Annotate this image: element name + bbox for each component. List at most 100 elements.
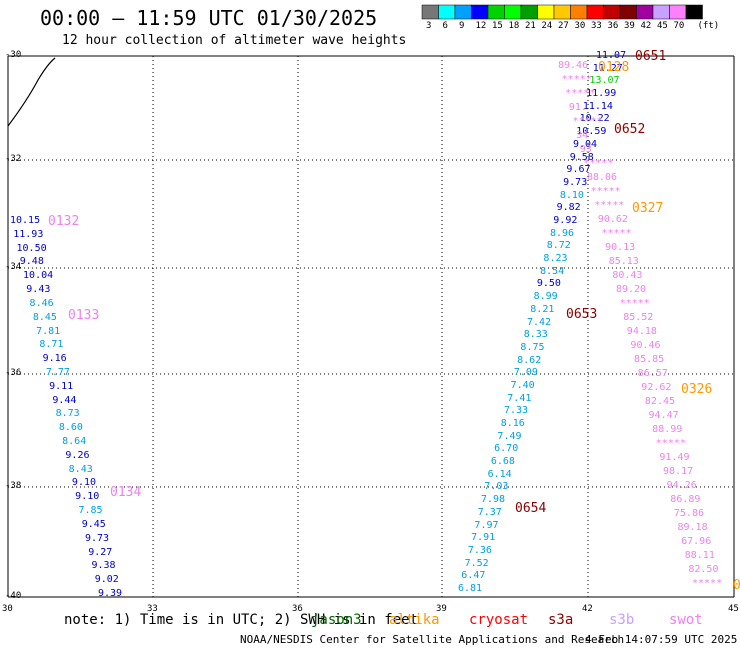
colorbar-tick-label: 42	[640, 21, 652, 31]
wave-height-value: 8.62	[517, 354, 542, 366]
wave-height-value: 9.10	[71, 477, 97, 489]
pass-id-label: 0	[733, 578, 740, 593]
wave-height-value: 93	[579, 144, 592, 155]
wave-height-value: 6.47	[461, 570, 486, 582]
wave-height-value: 9.10	[75, 491, 100, 503]
wave-height-value: 75.86	[673, 508, 704, 519]
colorbar-tick-label: 21	[525, 21, 536, 31]
wave-height-value: 8.45	[32, 311, 57, 323]
wave-height-value: 9.16	[42, 353, 67, 365]
graticule	[7, 55, 735, 598]
colorbar-swatch	[438, 4, 456, 20]
latitude-tick-label: -36	[5, 368, 22, 378]
colorbar-swatch	[471, 4, 489, 20]
wave-height-value: 7.98	[481, 494, 506, 506]
satellite-legend-item: s3b	[609, 612, 635, 628]
colorbar-tick-label: 9	[459, 21, 465, 31]
wave-height-value: 85.52	[623, 312, 654, 323]
wave-height-value: *****	[619, 298, 650, 309]
colorbar-tick-label: 36	[607, 21, 619, 31]
colorbar-tick-label: 18	[508, 21, 520, 31]
wave-height-value: 9.11	[49, 380, 74, 392]
colorbar-tick-label: 12	[475, 21, 487, 31]
wave-height-value: 13.07	[589, 75, 620, 87]
longitude-tick-label: 45	[728, 604, 739, 614]
pass-id-label: 0651	[635, 49, 667, 64]
colorbar-swatch	[504, 4, 522, 20]
wave-height-value: 9.48	[19, 256, 44, 268]
wave-height-value: 80.43	[612, 270, 643, 281]
footer-note: note: 1) Time is in UTC; 2) SWH is in fe…	[64, 612, 419, 628]
colorbar-tick-label: 27	[558, 21, 569, 31]
wave-height-value: 9.73	[563, 176, 588, 188]
wave-height-value: 11.93	[13, 228, 44, 240]
wave-height-value: 7.81	[36, 325, 61, 337]
page-subtitle: 12 hour collection of altimeter wave hei…	[62, 33, 407, 48]
colorbar-swatch	[619, 4, 637, 20]
wave-height-value: 92.62	[641, 382, 672, 393]
colorbar-tick-label: 6	[442, 21, 448, 31]
latitude-tick-label: -34	[5, 262, 22, 272]
wave-height-value: 89.18	[677, 522, 708, 533]
wave-height-value: *****	[594, 200, 625, 211]
wave-height-value: *****	[692, 578, 723, 589]
wave-height-value: 7.09	[513, 367, 538, 379]
wave-height-value: 7.37	[477, 506, 502, 518]
wave-height-value: 6.68	[490, 456, 515, 468]
colorbar-tick-label: 33	[591, 21, 602, 31]
wave-height-value: *****	[561, 74, 592, 85]
wave-height-value: 11.14	[582, 100, 613, 112]
wave-height-value: 8.21	[530, 303, 555, 315]
pass-id-label: 0132	[48, 214, 80, 229]
wave-height-value: 6.14	[487, 468, 512, 480]
wave-height-value: 9.26	[65, 449, 90, 461]
wave-height-value: 8.43	[68, 463, 93, 475]
longitude-tick-label: 39	[436, 604, 447, 614]
colorbar-swatch	[603, 4, 621, 20]
colorbar-tick-label: 30	[574, 21, 586, 31]
wave-height-value: 8.71	[39, 339, 64, 351]
wave-height-value: 7.40	[510, 379, 535, 391]
colorbar-swatch	[636, 4, 654, 20]
wave-height-value: 8.96	[550, 227, 575, 239]
wave-height-value: 8.72	[546, 240, 571, 252]
colorbar-swatch	[553, 4, 571, 20]
wave-height-value: 85.85	[634, 354, 665, 365]
wave-height-value: 82.50	[688, 564, 719, 575]
wave-height-value: 6.70	[494, 443, 519, 455]
wave-height-value: 10.04	[23, 270, 54, 282]
wave-height-value: 94.47	[648, 410, 679, 421]
wave-height-value: 98.17	[663, 466, 694, 477]
satellite-legend-item: jason3	[311, 612, 362, 628]
colorbar-swatch	[652, 4, 670, 20]
wave-height-value: 7.49	[497, 430, 522, 442]
pass-id-label: 0134	[110, 485, 142, 500]
wave-height-value: 11.99	[586, 88, 617, 100]
colorbar-tick-label: 39	[624, 21, 635, 31]
pass-id-label: 0654	[515, 501, 547, 516]
colorbar-swatch	[454, 4, 472, 20]
wave-height-value: 7.36	[467, 544, 492, 556]
wave-height-value: 7.52	[464, 557, 489, 569]
latitude-tick-label: -38	[5, 481, 22, 491]
wave-height-value: 9.27	[88, 546, 113, 558]
wave-height-value: 8.16	[500, 418, 525, 430]
wave-height-value: 9.50	[536, 278, 561, 290]
satellite-legend-item: cryosat	[469, 612, 529, 628]
wave-height-value: 10.59	[576, 126, 607, 138]
wave-height-value: 90.62	[597, 214, 628, 225]
latitude-tick-label: -40	[5, 591, 22, 601]
wave-height-value: *****	[655, 438, 686, 449]
wave-height-value: 34	[576, 130, 589, 141]
wave-height-value: 10.50	[16, 242, 47, 254]
wave-height-value: 8.73	[55, 408, 80, 420]
satellite-legend-item: s3a	[548, 612, 574, 628]
longitude-tick-label: 42	[582, 604, 593, 614]
wave-height-value: 8.60	[58, 422, 83, 434]
page-title: 00:00 — 11:59 UTC 01/30/2025	[40, 6, 378, 30]
wave-height-value: 9.38	[91, 560, 116, 572]
wave-height-value: 91.49	[659, 452, 690, 463]
wave-height-value: 9.67	[566, 164, 591, 176]
colorbar-tick-label: 24	[541, 21, 553, 31]
